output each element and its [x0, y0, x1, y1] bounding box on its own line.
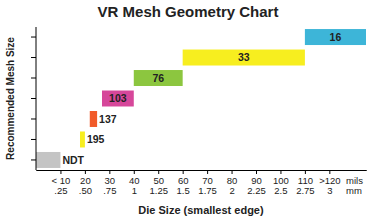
tick: 30 [105, 170, 116, 186]
tick: .50 [79, 170, 92, 196]
y-axis-title: Recommended Mesh Size [5, 37, 16, 160]
bar [36, 152, 60, 168]
bar [102, 91, 134, 107]
tick: 70 [202, 170, 213, 186]
tick: 1 [132, 170, 137, 196]
bar-labels: NDT195 137 103 76 33 16 [62, 31, 341, 166]
bar-label: 33 [238, 51, 250, 63]
tick: 100 [273, 170, 289, 186]
axis-line [37, 170, 367, 171]
tick-label: .25 [54, 185, 67, 196]
tick: 1.5 [177, 170, 190, 196]
bar-label: NDT [62, 154, 84, 166]
bar [134, 70, 183, 86]
tick-label: 2 [229, 185, 234, 196]
tick-label: 1.25 [149, 185, 168, 196]
tick [31, 57, 36, 58]
tick-mark [31, 139, 36, 140]
tick: 3 [327, 170, 332, 196]
bar-label: 16 [330, 31, 342, 43]
tick: 50 [153, 170, 164, 186]
tick-mark [31, 37, 36, 38]
tick: .25 [54, 170, 67, 196]
tick [31, 139, 36, 140]
bar [183, 50, 305, 66]
tick [31, 159, 36, 160]
tick-label: 2.5 [274, 185, 287, 196]
tick [31, 118, 36, 119]
bar-label: 137 [99, 113, 117, 125]
tick-mark [31, 57, 36, 58]
tick-label: 1.75 [198, 185, 217, 196]
tick: >120 [319, 170, 340, 186]
bar [90, 111, 97, 127]
bar [80, 131, 85, 147]
tick: < 10 [52, 170, 71, 186]
tick-mark [31, 159, 36, 160]
tick-mark [31, 118, 36, 119]
tick: 2 [229, 170, 234, 196]
tick-label: 1 [132, 185, 137, 196]
tick: 80 [227, 170, 238, 186]
bar [305, 29, 366, 45]
tick: 1.25 [149, 170, 168, 196]
x2-axis: .25 .50 .75 1 1.25 1.5 1.75 2 2.25 2.5 2.75 3 [37, 170, 367, 196]
tick: 60 [178, 170, 189, 186]
tick: 90 [251, 170, 262, 186]
tick: 2.75 [296, 170, 315, 196]
tick-label: 3 [327, 185, 332, 196]
tick: 20 [80, 170, 91, 186]
tick: 2.5 [274, 170, 287, 196]
y-axis [31, 27, 36, 170]
tick-label: .50 [79, 185, 92, 196]
x-axis-title: Die Size (smallest edge) [138, 204, 264, 216]
bars [36, 29, 366, 168]
tick-label: 2.25 [247, 185, 266, 196]
tick-mark [31, 78, 36, 79]
bar-label: 76 [152, 72, 164, 84]
tick-mark [31, 98, 36, 99]
tick-label: 2.75 [296, 185, 315, 196]
tick-label: .75 [103, 185, 116, 196]
x-axis: < 10 20 30 40 50 60 70 80 90 100 110 >120 [37, 170, 367, 186]
bar-label: 103 [109, 92, 127, 104]
tick: 40 [129, 170, 140, 186]
tick [31, 37, 36, 38]
tick: 110 [298, 170, 313, 186]
tick: 2.25 [247, 170, 266, 196]
unit-label: mm [346, 185, 362, 196]
bar-label: 195 [87, 133, 105, 145]
tick-label: 1.5 [177, 185, 190, 196]
tick [31, 98, 36, 99]
chart: VR Mesh Geometry ChartNDT195137103763316… [0, 0, 376, 222]
tick: 1.75 [198, 170, 217, 196]
tick [31, 78, 36, 79]
axis-line [37, 170, 367, 171]
title: VR Mesh Geometry Chart [98, 3, 279, 20]
tick: .75 [103, 170, 116, 196]
